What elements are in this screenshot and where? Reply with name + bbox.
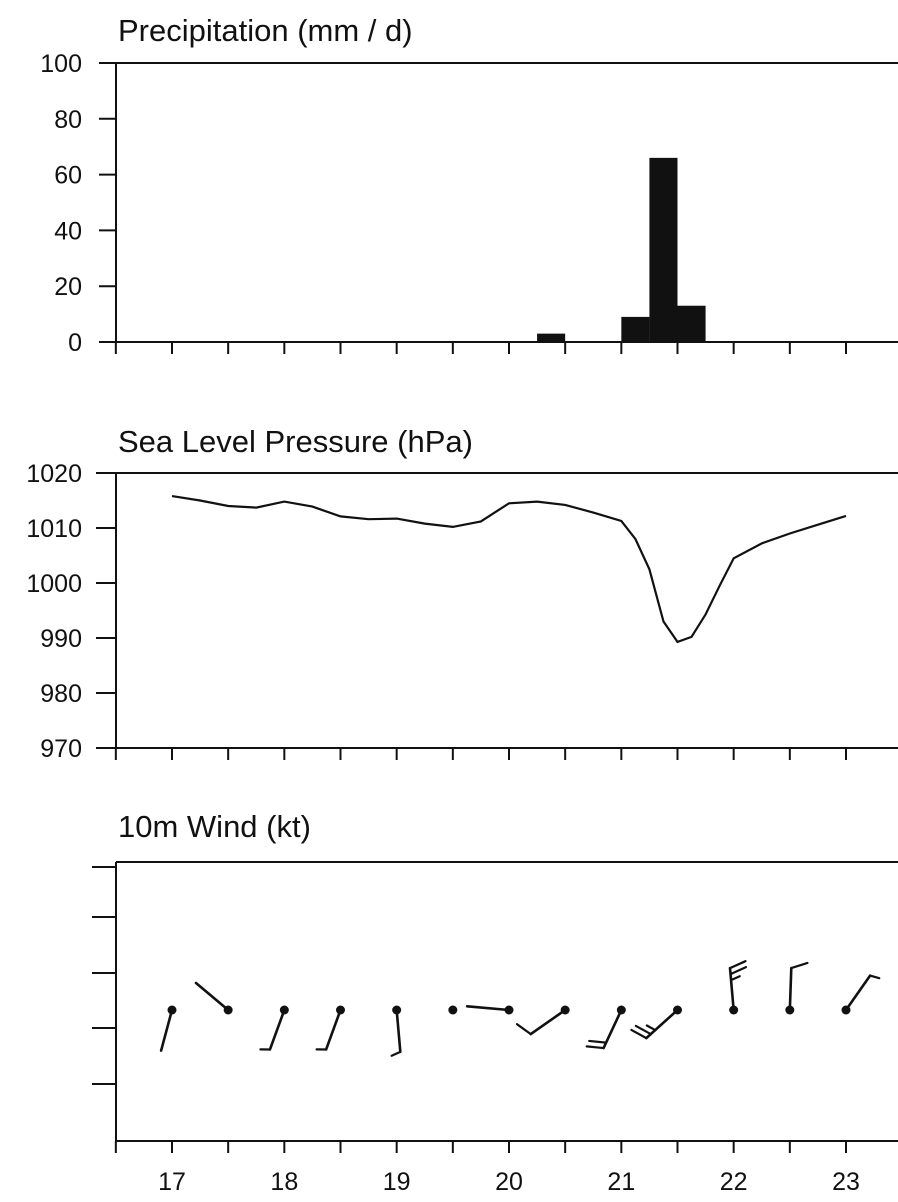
precipitation-bar [649, 157, 678, 342]
precipitation-bar [537, 333, 566, 342]
wind-barb [465, 1005, 514, 1015]
wind-x-tick-label: 23 [832, 1168, 860, 1196]
wind-barbs [159, 960, 881, 1057]
wind-barb [728, 960, 748, 1015]
precipitation-title: Precipitation (mm / d) [118, 13, 413, 48]
wind-barb-staff [324, 1008, 342, 1051]
precipitation-bar [621, 316, 650, 342]
precipitation-y-tick-label: 60 [54, 162, 82, 190]
wind-barb-staff [159, 1008, 174, 1052]
wind-barb [515, 1005, 570, 1036]
wind-ticks: 17 18 19 20 21 22 23 [92, 866, 860, 1196]
pressure-axes [115, 472, 898, 749]
precipitation-y-tick-label: 20 [54, 273, 82, 301]
precipitation-axes [115, 62, 898, 343]
wind-barb-staff [194, 981, 230, 1012]
pressure-panel: Sea Level Pressure (hPa) 970 980 990 1000 10… [26, 424, 898, 763]
precipitation-y-tick-label: 40 [54, 217, 82, 245]
pressure-y-tick-label: 990 [40, 625, 82, 653]
precipitation-y-tick-label: 100 [40, 50, 82, 78]
wind-barb-station [448, 1005, 458, 1015]
wind-barb-feather [729, 975, 741, 982]
wind-barb [159, 1005, 177, 1052]
wind-title: 10m Wind (kt) [118, 809, 311, 844]
wind-barb-staff [529, 1008, 567, 1036]
wind-barb [259, 1005, 289, 1051]
precipitation-panel: Precipitation (mm / d) 0 20 40 60 80 100 [40, 13, 898, 357]
wind-panel: 10m Wind (kt) 17 18 19 20 21 22 23 [92, 809, 898, 1196]
wind-x-tick-label: 20 [495, 1168, 523, 1196]
pressure-ticks: 970 980 990 1000 1010 1020 [26, 460, 847, 763]
wind-barb [585, 1005, 626, 1050]
wind-barb-feather [588, 1039, 608, 1044]
wind-barb [841, 974, 881, 1015]
wind-x-tick-label: 22 [720, 1168, 748, 1196]
wind-x-tick-label: 17 [158, 1168, 186, 1196]
precipitation-y-tick-label: 0 [68, 329, 82, 357]
precipitation-bar [677, 305, 706, 342]
pressure-title: Sea Level Pressure (hPa) [118, 424, 473, 459]
pressure-y-tick-label: 1000 [26, 570, 82, 598]
wind-barb-feather [515, 1023, 532, 1036]
wind-x-tick-label: 21 [607, 1168, 635, 1196]
wind-barb [315, 1005, 345, 1051]
wind-barb [448, 1005, 458, 1015]
wind-x-tick-label: 18 [270, 1168, 298, 1196]
wind-barb [390, 1005, 402, 1057]
pressure-y-tick-label: 970 [40, 735, 82, 763]
wind-barb [785, 961, 809, 1015]
wind-barb-feather [645, 1024, 657, 1032]
pressure-y-tick-label: 1020 [26, 460, 82, 488]
pressure-line [171, 495, 847, 644]
wind-barb-feather [728, 960, 747, 970]
wind-barb [194, 981, 233, 1015]
wind-barb-feather [868, 974, 881, 980]
pressure-y-tick-label: 980 [40, 680, 82, 708]
wind-x-tick-label: 19 [383, 1168, 411, 1196]
precipitation-y-tick-label: 80 [54, 106, 82, 134]
wind-barb-feather [790, 961, 809, 970]
precipitation-bars [537, 157, 706, 342]
wind-barb-staff [395, 1008, 402, 1054]
wind-barb-staff [788, 966, 793, 1012]
wind-barb-staff [268, 1008, 286, 1051]
wind-barb-feather [634, 1024, 652, 1036]
wind-barb-staff [844, 974, 872, 1012]
wind-barb-feather [729, 966, 748, 976]
wind-barb-feather [585, 1045, 605, 1050]
wind-axes [115, 861, 898, 1142]
pressure-y-tick-label: 1010 [26, 515, 82, 543]
wind-barb-staff [465, 1005, 511, 1012]
wind-barb [630, 1005, 682, 1040]
wind-barb-feather [390, 1050, 402, 1057]
wind-barb-feather [630, 1028, 648, 1040]
pressure-series [171, 495, 847, 644]
precipitation-ticks: 0 20 40 60 80 100 [40, 50, 847, 357]
